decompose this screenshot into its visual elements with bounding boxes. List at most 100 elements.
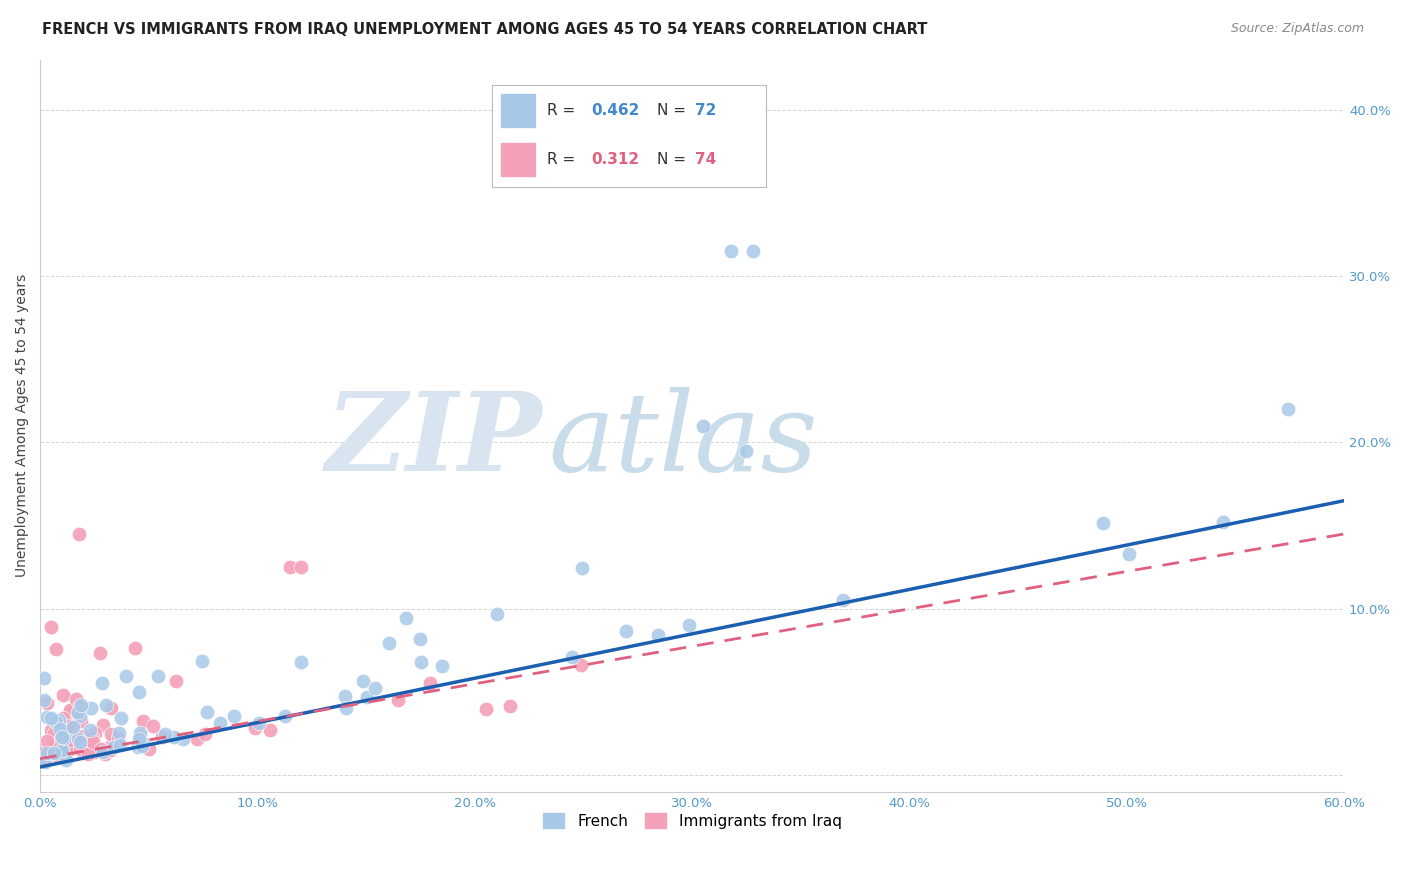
Point bbox=[278, 560, 301, 574]
Point bbox=[128, 684, 150, 698]
Point bbox=[83, 745, 105, 759]
Point bbox=[79, 723, 101, 737]
Point bbox=[110, 711, 132, 725]
Point bbox=[59, 703, 82, 717]
Point bbox=[66, 731, 89, 746]
Point bbox=[647, 628, 669, 642]
Legend: French, Immigrants from Iraq: French, Immigrants from Iraq bbox=[536, 805, 848, 836]
Point bbox=[352, 674, 374, 689]
Point bbox=[274, 709, 297, 723]
Point bbox=[499, 698, 522, 713]
Point bbox=[79, 741, 101, 756]
Text: 74: 74 bbox=[695, 153, 716, 167]
Point bbox=[35, 734, 58, 748]
Point bbox=[364, 681, 387, 695]
Point bbox=[742, 244, 765, 258]
Point bbox=[571, 561, 593, 575]
Text: Source: ZipAtlas.com: Source: ZipAtlas.com bbox=[1230, 22, 1364, 36]
Point bbox=[91, 718, 114, 732]
Point bbox=[60, 724, 83, 739]
Point bbox=[51, 742, 73, 756]
Point bbox=[55, 753, 77, 767]
Point bbox=[58, 733, 80, 747]
Point bbox=[98, 743, 121, 757]
Point bbox=[69, 709, 91, 723]
Point bbox=[409, 655, 432, 669]
Point bbox=[333, 689, 356, 703]
Point bbox=[70, 739, 93, 754]
Point bbox=[56, 739, 79, 754]
Point bbox=[485, 607, 508, 621]
Point bbox=[146, 669, 169, 683]
Point bbox=[96, 698, 118, 713]
Point bbox=[59, 722, 82, 736]
Point bbox=[290, 560, 312, 574]
Point bbox=[82, 735, 104, 749]
Point bbox=[66, 706, 89, 721]
Point bbox=[70, 714, 93, 729]
Point bbox=[129, 729, 152, 743]
Point bbox=[430, 658, 453, 673]
Point bbox=[35, 709, 58, 723]
Point bbox=[569, 657, 592, 672]
Point bbox=[65, 692, 87, 706]
Point bbox=[91, 743, 114, 757]
Point bbox=[103, 739, 125, 754]
Point bbox=[142, 719, 165, 733]
Point bbox=[100, 727, 122, 741]
Point bbox=[475, 702, 498, 716]
Point bbox=[408, 632, 430, 647]
Point bbox=[378, 636, 401, 650]
Point bbox=[129, 726, 152, 740]
Point bbox=[66, 731, 89, 745]
Point bbox=[259, 723, 281, 737]
Point bbox=[163, 731, 186, 745]
Point bbox=[224, 709, 246, 723]
Point bbox=[72, 746, 94, 760]
Point bbox=[56, 743, 79, 757]
Point bbox=[94, 747, 117, 761]
Point bbox=[37, 746, 59, 760]
Point bbox=[34, 745, 56, 759]
Point bbox=[69, 698, 91, 712]
Point bbox=[124, 641, 146, 656]
Point bbox=[51, 743, 73, 757]
Point bbox=[108, 738, 131, 752]
Point bbox=[45, 642, 67, 657]
Point bbox=[101, 734, 124, 748]
Point bbox=[42, 733, 65, 747]
Point bbox=[60, 740, 83, 755]
Point bbox=[1277, 402, 1299, 417]
Point bbox=[150, 730, 173, 744]
Point bbox=[48, 731, 70, 745]
Point bbox=[131, 739, 153, 754]
Point bbox=[735, 443, 758, 458]
Text: ZIP: ZIP bbox=[326, 386, 543, 494]
Point bbox=[53, 734, 76, 748]
Point bbox=[172, 732, 194, 747]
Point bbox=[69, 741, 91, 756]
Point bbox=[82, 739, 104, 753]
Point bbox=[155, 727, 177, 741]
Point bbox=[39, 711, 62, 725]
Point bbox=[65, 731, 87, 745]
Point bbox=[692, 418, 714, 433]
Point bbox=[1091, 516, 1114, 530]
Point bbox=[49, 723, 72, 737]
Point bbox=[53, 731, 76, 745]
Point bbox=[107, 731, 129, 745]
Point bbox=[39, 723, 62, 738]
Point bbox=[419, 676, 441, 690]
Point bbox=[290, 655, 312, 669]
Point bbox=[132, 714, 155, 728]
Point bbox=[80, 731, 103, 745]
Point bbox=[59, 705, 82, 719]
Point bbox=[52, 688, 75, 702]
Point bbox=[66, 705, 89, 719]
Point bbox=[39, 620, 62, 634]
Point bbox=[52, 711, 75, 725]
Point bbox=[165, 673, 187, 688]
Point bbox=[80, 736, 103, 750]
Point bbox=[45, 715, 67, 730]
Point bbox=[387, 693, 409, 707]
